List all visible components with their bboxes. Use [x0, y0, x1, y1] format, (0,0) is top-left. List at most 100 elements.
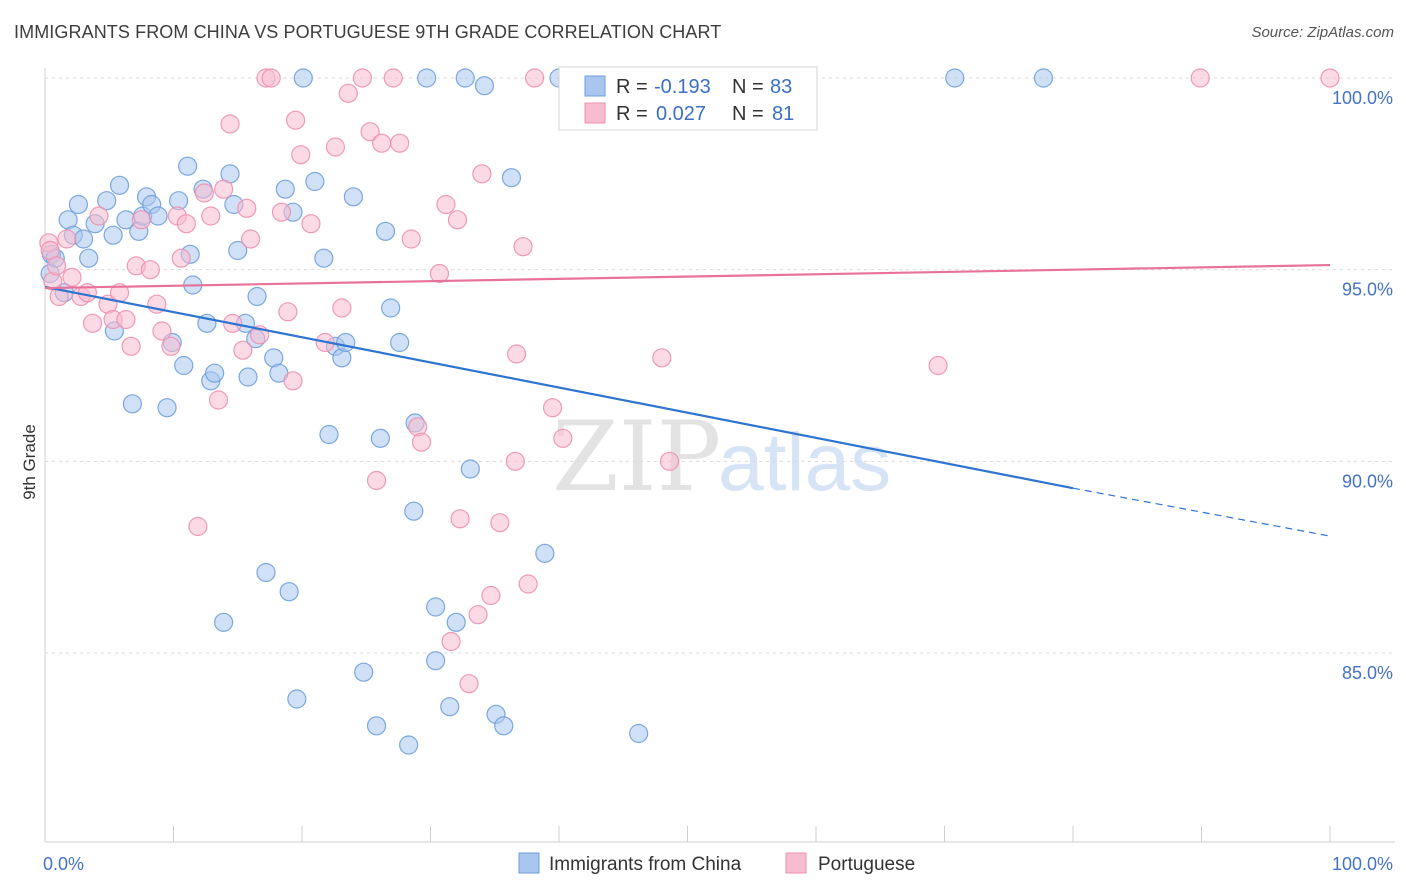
portuguese-point: [261, 68, 281, 88]
china-point: [148, 206, 168, 226]
china-point: [247, 286, 267, 307]
portuguese-point: [140, 260, 160, 280]
china-point: [109, 175, 130, 195]
portuguese-point: [429, 263, 450, 284]
portuguese-point: [271, 202, 292, 222]
china-point: [293, 68, 313, 88]
china-point: [287, 689, 307, 709]
portuguese-point: [116, 309, 136, 330]
stats-legend: R = -0.193 N = 83 R = 0.027 N = 81: [558, 66, 818, 131]
portuguese-point: [237, 198, 257, 218]
china-point: [343, 187, 363, 207]
china-point: [390, 332, 410, 353]
china-point: [122, 394, 142, 414]
portuguese-point: [542, 398, 563, 418]
china-point: [354, 662, 374, 682]
china-point: [97, 191, 117, 211]
portuguese-point: [441, 631, 461, 652]
china-point: [314, 248, 334, 268]
series-legend: Immigrants from China Portuguese: [518, 852, 915, 875]
portuguese-point: [390, 133, 410, 153]
portuguese-point: [352, 68, 372, 88]
legend-r-label-portuguese: R =: [616, 103, 648, 125]
china-point: [366, 716, 387, 736]
portuguese-point: [201, 206, 221, 226]
portuguese-point: [325, 137, 346, 157]
legend-n-label-portuguese: N =: [732, 103, 764, 125]
china-point: [460, 459, 480, 479]
portuguese-point: [928, 355, 948, 376]
portuguese-point: [659, 451, 680, 471]
axes: 100.0% 95.0% 90.0% 85.0% 0.0% 100.0%: [43, 68, 1395, 874]
x-tick-label-min: 0.0%: [43, 854, 84, 874]
portuguese-point: [472, 164, 492, 184]
portuguese-point: [436, 194, 456, 215]
portuguese-point: [652, 348, 672, 368]
legend-r-value-portuguese: 0.027: [656, 103, 706, 125]
bottom-legend-swatch-portuguese: [785, 852, 807, 874]
portuguese-point: [1320, 68, 1340, 88]
china-point: [214, 612, 234, 632]
portuguese-point: [46, 256, 67, 276]
bottom-legend-label-portuguese: Portuguese: [818, 854, 915, 875]
china-point: [68, 194, 89, 215]
china-point: [629, 723, 649, 744]
portuguese-point: [447, 210, 468, 230]
portuguese-point: [372, 133, 392, 153]
portuguese-point: [481, 585, 501, 606]
portuguese-point: [283, 371, 303, 391]
china-point: [440, 697, 460, 717]
legend-r-label-china: R =: [616, 76, 648, 98]
portuguese-point: [152, 321, 172, 341]
china-point: [178, 156, 198, 176]
china-point: [103, 225, 123, 245]
y-tick-label: 100.0%: [1332, 88, 1393, 108]
china-point: [275, 179, 295, 199]
china-point: [404, 501, 424, 521]
portuguese-point: [506, 344, 527, 364]
legend-swatch-china: [584, 75, 606, 97]
china-point: [228, 240, 248, 261]
china-trend-line-extension: [1072, 487, 1331, 537]
portuguese-point: [513, 237, 533, 257]
x-tick-label-max: 100.0%: [1332, 854, 1393, 874]
y-tick-label: 85.0%: [1342, 663, 1393, 683]
portuguese-point: [518, 574, 538, 594]
china-point: [375, 221, 396, 241]
china-point: [256, 562, 276, 583]
legend-swatch-portuguese: [584, 102, 606, 124]
portuguese-point: [171, 248, 191, 268]
china-point: [945, 68, 965, 88]
china-point: [279, 582, 299, 602]
china-point: [501, 168, 522, 188]
data-points: [39, 68, 1340, 755]
portuguese-point: [233, 340, 253, 360]
portuguese-point: [89, 206, 109, 226]
portuguese-trend-line: [44, 263, 1331, 290]
china-point: [157, 398, 177, 418]
bottom-legend-label-china: Immigrants from China: [549, 854, 742, 875]
china-point: [79, 248, 99, 268]
portuguese-point: [62, 267, 82, 287]
china-point: [238, 367, 258, 387]
portuguese-point: [82, 313, 103, 333]
watermark-zip: ZIP: [552, 401, 721, 513]
portuguese-point: [338, 83, 358, 103]
watermark-atlas: atlas: [718, 417, 891, 508]
china-point: [305, 171, 325, 192]
china-trend-line: [44, 285, 1074, 490]
legend-n-value-china: 83: [770, 76, 792, 98]
portuguese-point: [301, 214, 321, 234]
chart-title: IMMIGRANTS FROM CHINA VS PORTUGUESE 9TH …: [14, 22, 722, 42]
portuguese-point: [1190, 68, 1210, 88]
china-point: [399, 735, 419, 755]
portuguese-point: [411, 432, 432, 452]
portuguese-point: [490, 513, 510, 533]
portuguese-point: [285, 110, 306, 130]
portuguese-point: [553, 428, 573, 448]
bottom-legend-swatch-china: [518, 852, 540, 874]
portuguese-point: [176, 214, 196, 234]
portuguese-point: [360, 122, 380, 142]
portuguese-point: [366, 470, 387, 491]
